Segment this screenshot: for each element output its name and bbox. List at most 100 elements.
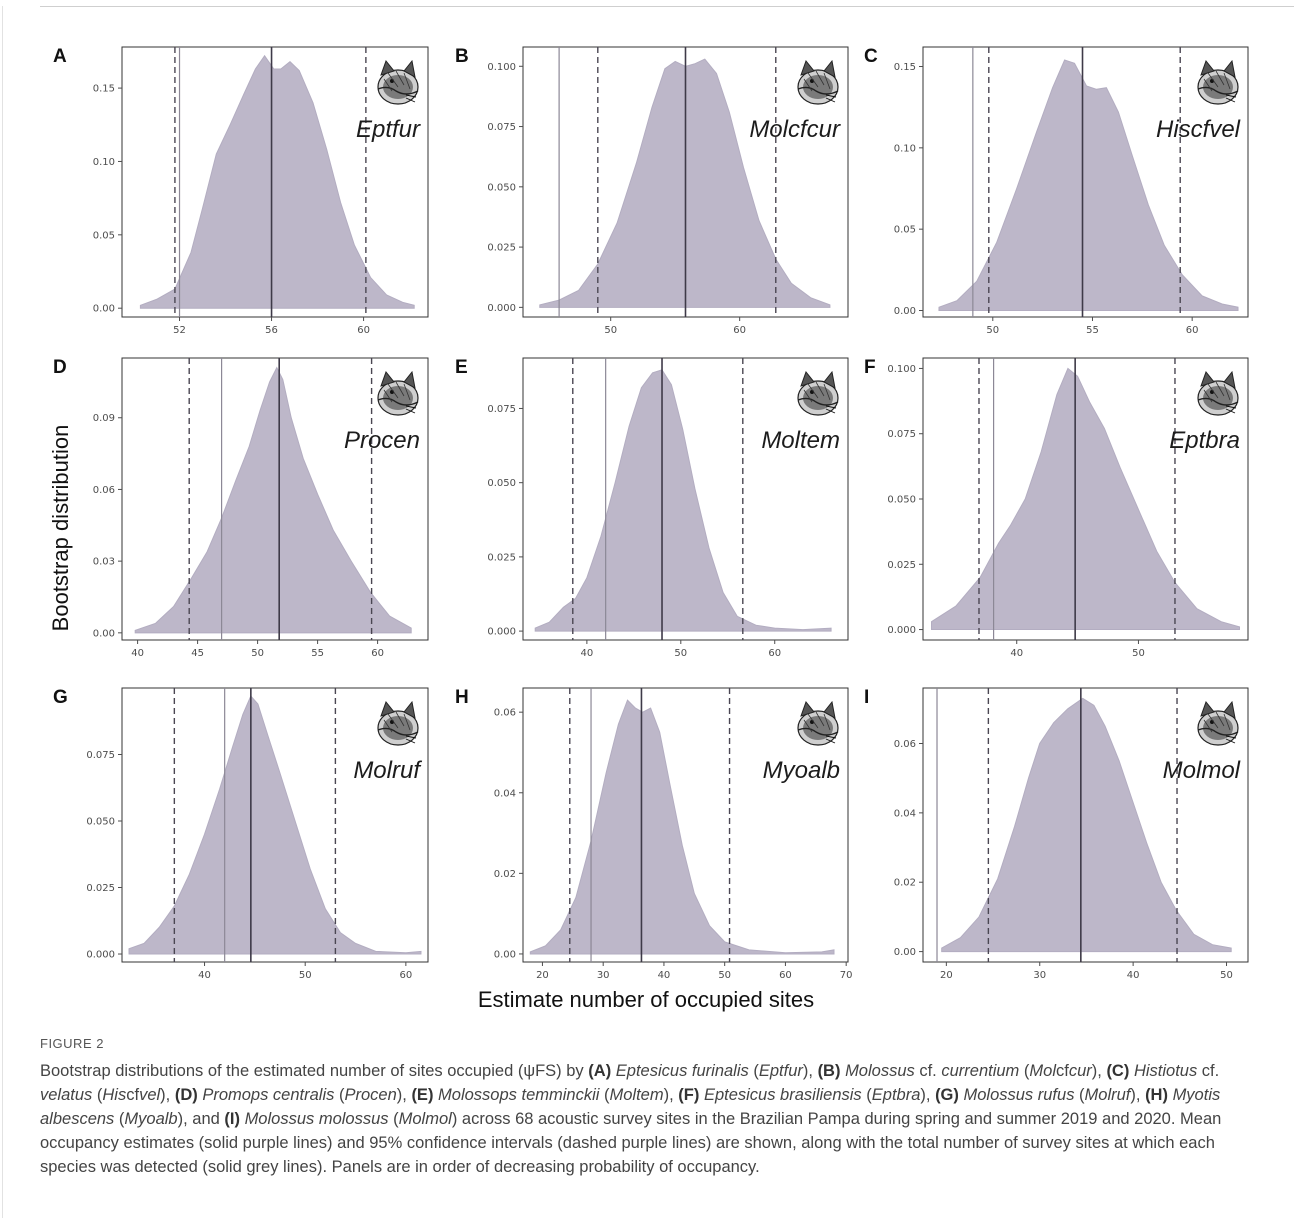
- density-area: [941, 697, 1232, 953]
- x-tick-label: 60: [779, 970, 792, 981]
- bat-head-icon: [377, 60, 419, 105]
- y-tick-label: 0.025: [487, 552, 516, 563]
- x-tick-label: 56: [265, 325, 278, 336]
- density-area: [529, 699, 835, 955]
- panel-border: [922, 46, 1249, 318]
- x-tick-label: 40: [131, 648, 144, 659]
- y-tick-label: 0.05: [894, 225, 916, 236]
- panel-border: [922, 687, 1249, 963]
- bat-head-icon: [797, 701, 839, 746]
- y-tick-label: 0.00: [93, 304, 115, 315]
- species-label: Procen: [344, 427, 420, 454]
- bat-head-icon: [797, 371, 839, 416]
- species-label: Moltem: [761, 427, 840, 454]
- species-label: Eptfur: [356, 116, 421, 143]
- panel-d: 0.00 0.03 0.06 0.09 40 45 50 55 60 D Procen: [53, 357, 429, 659]
- panel-letter: G: [53, 687, 68, 708]
- density-area: [139, 54, 415, 309]
- panel-border: [522, 357, 849, 641]
- x-tick-label: 50: [1132, 648, 1145, 659]
- x-tick-label: 50: [604, 325, 617, 336]
- y-tick-label: 0.100: [887, 364, 916, 375]
- panel-letter: A: [53, 46, 67, 67]
- panel-letter: C: [864, 46, 878, 67]
- panel-b: 0.000 0.025 0.050 0.075 0.100 50 60 B Molcfcur: [455, 46, 849, 336]
- density-area: [938, 59, 1239, 311]
- figure-label: FIGURE 2: [40, 1036, 104, 1051]
- x-tick-label: 50: [674, 648, 687, 659]
- figure-caption: Bootstrap distributions of the estimated…: [40, 1062, 1222, 1176]
- panel-h: 0.00 0.02 0.04 0.06 20 30 40 50 60 70 H Myoalb: [455, 687, 853, 981]
- y-tick-label: 0.15: [93, 84, 115, 95]
- left-rule: [2, 6, 3, 1218]
- panel-g: 0.000 0.025 0.050 0.075 40 50 60 G Molruf: [53, 687, 429, 981]
- y-tick-label: 0.050: [887, 495, 916, 506]
- panel-letter: D: [53, 357, 67, 378]
- panel-a: 0.00 0.05 0.10 0.15 52 56 60 A Eptfur: [53, 46, 429, 336]
- y-tick-label: 0.000: [887, 625, 916, 636]
- y-tick-label: 0.00: [894, 306, 916, 317]
- y-axis-title: Bootstrap distribution: [48, 425, 73, 632]
- x-tick-label: 60: [357, 325, 370, 336]
- y-tick-label: 0.050: [487, 182, 516, 193]
- density-area: [128, 695, 422, 955]
- x-tick-label: 40: [658, 970, 671, 981]
- bat-head-icon: [377, 371, 419, 416]
- y-tick-label: 0.06: [494, 708, 516, 719]
- species-label: Myoalb: [763, 757, 840, 784]
- bat-head-icon: [1197, 371, 1239, 416]
- x-tick-label: 40: [1127, 970, 1140, 981]
- y-tick-label: 0.02: [894, 878, 916, 889]
- x-tick-label: 60: [1186, 325, 1199, 336]
- x-tick-label: 40: [198, 970, 211, 981]
- panel-i: 0.00 0.02 0.04 0.06 20 30 40 50 I Molmol: [864, 687, 1249, 981]
- x-tick-label: 60: [399, 970, 412, 981]
- panel-e: 0.000 0.025 0.050 0.075 40 50 60 E Moltem: [455, 357, 849, 659]
- panel-letter: E: [455, 357, 468, 378]
- panel-letter: I: [864, 687, 869, 708]
- x-tick-label: 20: [940, 970, 953, 981]
- bat-head-icon: [1197, 701, 1239, 746]
- bat-head-icon: [377, 701, 419, 746]
- y-tick-label: 0.075: [887, 429, 916, 440]
- y-tick-label: 0.02: [494, 869, 516, 880]
- species-label: Molmol: [1163, 757, 1241, 784]
- x-tick-label: 40: [581, 648, 594, 659]
- panel-c: 0.00 0.05 0.10 0.15 50 55 60 C Hiscfvel: [864, 46, 1249, 336]
- y-tick-label: 0.06: [93, 485, 115, 496]
- panel-border: [121, 687, 429, 963]
- density-area: [930, 367, 1241, 631]
- bat-head-icon: [1197, 60, 1239, 105]
- x-tick-label: 50: [718, 970, 731, 981]
- x-tick-label: 50: [986, 325, 999, 336]
- caption-block: FIGURE 2 Bootstrap distributions of the …: [40, 1036, 1260, 1179]
- x-tick-label: 60: [768, 648, 781, 659]
- x-tick-label: 30: [1033, 970, 1046, 981]
- top-rule: [40, 6, 1294, 7]
- x-axis-title: Estimate number of occupied sites: [478, 987, 814, 1012]
- y-tick-label: 0.025: [86, 883, 115, 894]
- y-tick-label: 0.00: [894, 947, 916, 958]
- species-label: Molcfcur: [749, 116, 841, 143]
- y-tick-label: 0.00: [494, 949, 516, 960]
- x-tick-label: 50: [299, 970, 312, 981]
- y-tick-label: 0.000: [487, 627, 516, 638]
- bat-head-icon: [797, 60, 839, 105]
- panel-f: 0.000 0.025 0.050 0.075 0.100 40 50 F Eptbra: [864, 357, 1249, 659]
- species-label: Hiscfvel: [1156, 116, 1241, 143]
- x-tick-label: 20: [536, 970, 549, 981]
- y-tick-label: 0.10: [894, 143, 916, 154]
- x-tick-label: 52: [173, 325, 186, 336]
- species-label: Eptbra: [1169, 427, 1240, 454]
- panel-border: [121, 357, 429, 641]
- panel-letter: F: [864, 357, 876, 378]
- species-label: Molruf: [353, 757, 422, 784]
- x-tick-label: 40: [1010, 648, 1023, 659]
- density-area: [134, 366, 412, 634]
- panel-letter: H: [455, 687, 469, 708]
- y-tick-label: 0.025: [487, 243, 516, 254]
- y-tick-label: 0.04: [494, 788, 516, 799]
